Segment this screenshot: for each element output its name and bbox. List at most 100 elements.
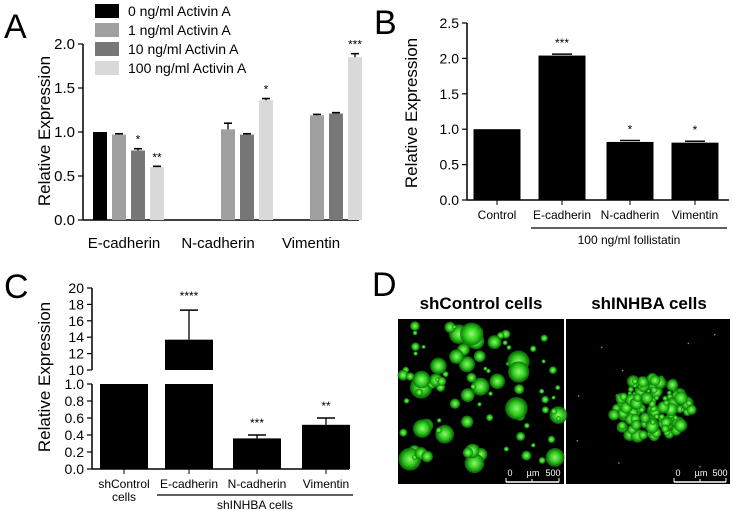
- chart-a-bar: [310, 115, 324, 220]
- chart-c-bar-upper: [165, 339, 213, 370]
- cell-cluster: [483, 366, 488, 371]
- cell-cluster: [674, 391, 688, 405]
- chart-a-legend-label: 100 ng/ml Activin A: [128, 60, 247, 76]
- chart-b-ytick-label: 2.0: [440, 50, 460, 66]
- cell-cluster: [653, 413, 660, 420]
- chart-c-bar: [165, 384, 213, 469]
- chart-a-ytick-label: 1.0: [54, 124, 75, 141]
- cell-cluster: [618, 421, 627, 430]
- chart-a-bar: [221, 129, 235, 220]
- cell-cluster: [460, 388, 475, 403]
- chart-b-significance: *: [628, 123, 633, 137]
- cell-cluster: [538, 456, 546, 464]
- cell-cluster: [662, 395, 668, 402]
- cell-cluster: [545, 447, 565, 467]
- chart-a-ylabel: Relative Expression: [35, 56, 54, 206]
- cell-cluster: [403, 398, 410, 404]
- cell-speck: [618, 462, 620, 464]
- cell-cluster: [524, 422, 530, 429]
- cell-cluster: [503, 446, 509, 452]
- cell-cluster: [489, 373, 506, 390]
- cell-cluster: [508, 361, 530, 383]
- cell-cluster: [640, 391, 654, 405]
- scale-right-zero: 0: [675, 468, 680, 478]
- chart-c-ytick-label: 0.8: [65, 393, 85, 409]
- scale-bar-left: 0 µm 500: [505, 468, 561, 483]
- chart-a-ytick-label: 0.5: [54, 168, 75, 185]
- cell-cluster: [663, 399, 670, 406]
- chart-b-category-label: E-cadherin: [533, 208, 591, 222]
- cell-cluster: [632, 383, 638, 388]
- cell-cluster: [633, 393, 642, 402]
- chart-c-significance: **: [321, 399, 331, 413]
- cell-cluster: [649, 375, 661, 387]
- cell-speck: [621, 369, 624, 372]
- cell-cluster: [650, 419, 656, 425]
- cell-cluster: [471, 377, 490, 396]
- cell-cluster: [639, 412, 651, 424]
- chart-b-significance: *: [693, 123, 698, 137]
- chart-c-category-label: E-cadherin: [160, 477, 218, 491]
- cell-cluster: [540, 334, 548, 342]
- chart-b-category-label: Vimentin: [672, 208, 718, 222]
- chart-a-bar: [240, 134, 254, 220]
- cell-cluster: [460, 322, 484, 346]
- chart-c-ytick-label: 20: [68, 280, 84, 296]
- cell-cluster: [486, 414, 494, 422]
- cell-cluster: [411, 342, 420, 352]
- chart-b-bar: [671, 142, 719, 200]
- chart-c-ytick-label: 0.0: [65, 461, 85, 477]
- cell-cluster: [477, 402, 482, 407]
- chart-a-category-label: E-cadherin: [88, 235, 161, 252]
- chart-b-bar: [606, 141, 654, 200]
- cell-cluster: [639, 407, 645, 413]
- cell-cluster: [487, 335, 502, 350]
- chart-a-legend-swatch: [95, 23, 119, 37]
- panel-label-d: D: [372, 266, 397, 304]
- cell-cluster: [486, 368, 491, 374]
- chart-a-legend-swatch: [95, 61, 119, 75]
- chart-c-bar: [100, 384, 148, 469]
- cell-cluster: [637, 376, 649, 388]
- cell-cluster: [502, 340, 508, 346]
- cell-cluster: [608, 409, 620, 421]
- chart-b-ytick-label: 0.0: [440, 192, 460, 208]
- cell-cluster: [410, 321, 420, 331]
- cell-cluster: [506, 345, 512, 350]
- chart-c-ytick-label: 0.6: [65, 410, 85, 426]
- microscopy-panel: shControl cells shINHBA cells 0 µm 500 0…: [397, 294, 730, 484]
- cell-cluster: [627, 386, 634, 393]
- cell-cluster: [630, 419, 642, 431]
- panel-label-b: B: [374, 4, 397, 42]
- chart-c-ytick-label: 18: [68, 296, 84, 312]
- shcontrol-cell-clusters: [397, 321, 568, 474]
- cell-cluster: [412, 330, 418, 336]
- cell-cluster: [541, 359, 546, 364]
- chart-c-ytick-label: 16: [68, 313, 84, 329]
- scale-left-zero: 0: [507, 468, 512, 478]
- cell-cluster: [556, 416, 561, 421]
- cell-cluster: [505, 396, 528, 420]
- chart-a-bar: [259, 100, 273, 220]
- cell-speck: [687, 342, 690, 345]
- chart-c-ytick-label: 14: [68, 329, 84, 345]
- cell-cluster: [413, 351, 418, 356]
- chart-a-legend-label: 1 ng/ml Activin A: [128, 22, 231, 38]
- cell-speck: [713, 333, 716, 336]
- chart-c-category-label: shControl: [98, 477, 149, 491]
- cell-cluster: [488, 391, 493, 396]
- chart-c-ytick-label: 0.2: [65, 444, 85, 460]
- cell-cluster: [415, 388, 423, 397]
- chart-b-category-label: Control: [478, 208, 517, 222]
- cell-cluster: [514, 384, 525, 395]
- cell-speck: [600, 346, 603, 349]
- cell-cluster: [631, 378, 638, 385]
- cell-cluster: [653, 395, 660, 401]
- cell-cluster: [645, 420, 659, 434]
- cell-cluster: [661, 424, 670, 433]
- cell-cluster: [650, 386, 658, 394]
- microscopy-right-title: shINHBA cells: [591, 294, 707, 313]
- cell-cluster: [397, 369, 409, 381]
- chart-c-category-label: cells: [112, 490, 136, 504]
- chart-a-significance: *: [264, 83, 269, 97]
